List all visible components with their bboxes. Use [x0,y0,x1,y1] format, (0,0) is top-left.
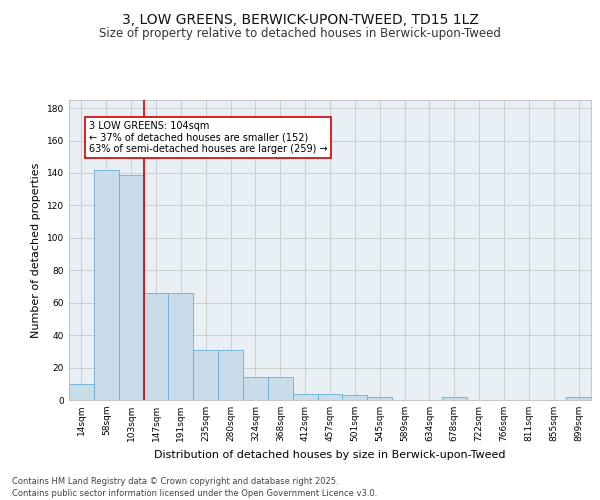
Bar [442,397,467,400]
Bar [566,397,591,400]
Bar [94,170,119,400]
Bar [69,384,94,400]
Bar [268,378,293,400]
Text: 3, LOW GREENS, BERWICK-UPON-TWEED, TD15 1LZ: 3, LOW GREENS, BERWICK-UPON-TWEED, TD15 … [122,12,478,26]
Bar [293,394,317,400]
Bar [169,293,193,400]
Text: Size of property relative to detached houses in Berwick-upon-Tweed: Size of property relative to detached ho… [99,28,501,40]
Text: Contains HM Land Registry data © Crown copyright and database right 2025.
Contai: Contains HM Land Registry data © Crown c… [12,476,377,498]
X-axis label: Distribution of detached houses by size in Berwick-upon-Tweed: Distribution of detached houses by size … [154,450,506,460]
Bar [317,394,343,400]
Bar [243,378,268,400]
Bar [343,395,367,400]
Bar [367,397,392,400]
Bar [143,293,169,400]
Bar [218,350,243,400]
Text: 3 LOW GREENS: 104sqm
← 37% of detached houses are smaller (152)
63% of semi-deta: 3 LOW GREENS: 104sqm ← 37% of detached h… [89,121,328,154]
Bar [193,350,218,400]
Bar [119,174,143,400]
Y-axis label: Number of detached properties: Number of detached properties [31,162,41,338]
